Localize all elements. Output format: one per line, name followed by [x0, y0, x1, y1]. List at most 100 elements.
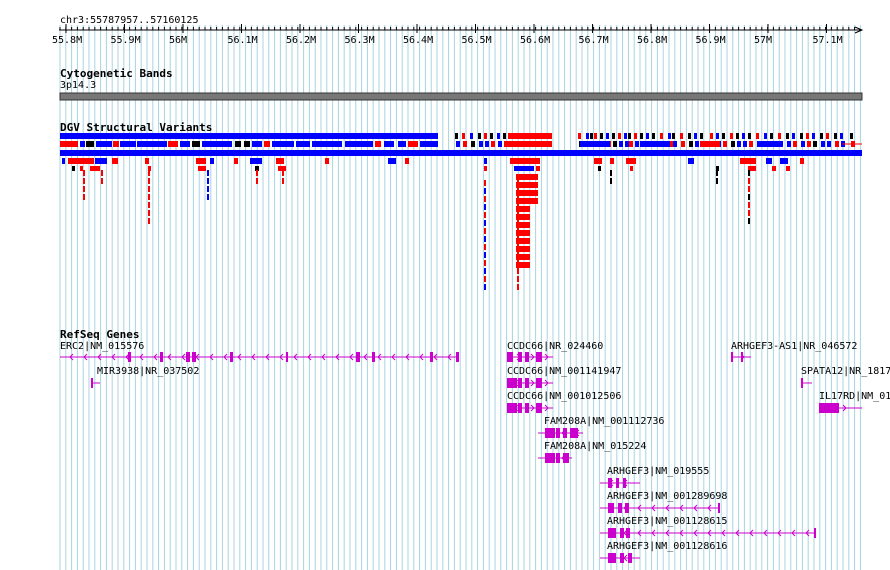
gene-label-ccdc66-1[interactable]: CCDC66|NR_024460	[507, 341, 604, 352]
gene-arhgef3-3-exon[interactable]	[608, 528, 616, 538]
dgv-variant[interactable]	[278, 166, 286, 171]
dgv-variant[interactable]	[748, 210, 750, 216]
dgv-variant[interactable]	[580, 141, 610, 147]
dgv-variant[interactable]	[700, 141, 720, 147]
dgv-variant[interactable]	[90, 166, 100, 171]
gene-mir3938-exon[interactable]	[91, 378, 93, 388]
gene-erc2-exon[interactable]	[430, 352, 433, 362]
dgv-variant[interactable]	[484, 268, 486, 274]
dgv-variant[interactable]	[101, 178, 103, 184]
gene-fam208a-1-exon[interactable]	[556, 428, 560, 438]
dgv-variant[interactable]	[612, 133, 615, 139]
dgv-variant[interactable]	[484, 220, 486, 226]
dgv-variant[interactable]	[827, 141, 831, 147]
dgv-variant[interactable]	[180, 141, 190, 147]
dgv-variant[interactable]	[148, 166, 151, 171]
dgv-variant[interactable]	[62, 158, 65, 164]
dgv-variant[interactable]	[625, 141, 629, 147]
gene-ccdc66-2-exon[interactable]	[536, 378, 542, 388]
dgv-variant[interactable]	[619, 141, 623, 147]
gene-erc2-exon[interactable]	[372, 352, 375, 362]
dgv-variant[interactable]	[420, 141, 438, 147]
dgv-variant[interactable]	[835, 141, 839, 147]
dgv-variant[interactable]	[840, 133, 843, 139]
dgv-variant[interactable]	[516, 174, 530, 180]
dgv-variant[interactable]	[635, 141, 639, 147]
dgv-variant[interactable]	[60, 150, 862, 156]
dgv-variant[interactable]	[600, 133, 603, 139]
gene-fam208a-1-exon[interactable]	[570, 428, 578, 438]
dgv-variant[interactable]	[786, 133, 789, 139]
dgv-variant[interactable]	[272, 141, 294, 147]
dgv-variant[interactable]	[780, 158, 788, 164]
dgv-variant[interactable]	[748, 178, 750, 184]
dgv-variant[interactable]	[198, 166, 206, 171]
dgv-variant[interactable]	[736, 133, 739, 139]
dgv-variant[interactable]	[740, 158, 756, 164]
gene-ccdc66-3-exon[interactable]	[525, 403, 529, 413]
dgv-variant[interactable]	[606, 133, 609, 139]
dgv-variant[interactable]	[516, 214, 530, 220]
dgv-variant[interactable]	[743, 141, 747, 147]
gene-fam208a-2-exon[interactable]	[545, 453, 555, 463]
gene-label-arhgef3-3[interactable]: ARHGEF3|NM_001128615	[607, 516, 728, 527]
dgv-variant[interactable]	[756, 133, 759, 139]
dgv-variant[interactable]	[471, 141, 475, 147]
dgv-variant[interactable]	[276, 158, 284, 164]
gene-ccdc66-3-exon[interactable]	[536, 403, 542, 413]
dgv-variant[interactable]	[590, 133, 593, 139]
dgv-variant[interactable]	[86, 141, 94, 147]
dgv-variant[interactable]	[80, 141, 85, 147]
dgv-variant[interactable]	[517, 268, 519, 274]
dgv-variant[interactable]	[484, 158, 487, 164]
dgv-variant[interactable]	[801, 141, 805, 147]
dgv-variant[interactable]	[688, 133, 691, 139]
dgv-variant[interactable]	[517, 284, 519, 290]
dgv-variant[interactable]	[145, 158, 149, 164]
dgv-variant[interactable]	[770, 133, 773, 139]
dgv-variant[interactable]	[806, 133, 809, 139]
dgv-variant[interactable]	[60, 141, 78, 147]
gene-arhgef3-2-exon[interactable]	[608, 503, 614, 513]
dgv-variant[interactable]	[484, 284, 486, 290]
dgv-variant[interactable]	[778, 133, 781, 139]
gene-arhgef3-as1-exon[interactable]	[731, 352, 733, 362]
gene-label-ccdc66-3[interactable]: CCDC66|NM_001012506	[507, 391, 622, 402]
dgv-variant[interactable]	[256, 170, 258, 176]
dgv-variant[interactable]	[510, 158, 540, 164]
gene-fam208a-1-exon[interactable]	[545, 428, 555, 438]
gene-label-erc2[interactable]: ERC2|NM_015576	[60, 341, 145, 352]
dgv-variant[interactable]	[470, 133, 473, 139]
dgv-variant[interactable]	[731, 141, 735, 147]
dgv-variant[interactable]	[504, 141, 508, 147]
dgv-variant[interactable]	[826, 133, 829, 139]
dgv-variant[interactable]	[748, 133, 751, 139]
dgv-variant[interactable]	[834, 133, 837, 139]
dgv-variant[interactable]	[516, 230, 530, 236]
dgv-variant[interactable]	[516, 206, 530, 212]
dgv-variant[interactable]	[60, 133, 438, 139]
dgv-variant[interactable]	[68, 158, 94, 164]
dgv-variant[interactable]	[95, 158, 107, 164]
dgv-variant[interactable]	[516, 238, 530, 244]
dgv-variant[interactable]	[672, 133, 675, 139]
dgv-variant[interactable]	[807, 141, 811, 147]
dgv-variant[interactable]	[484, 276, 486, 282]
gene-label-il17rd[interactable]: IL17RD|NM_01	[819, 391, 890, 402]
dgv-variant[interactable]	[485, 141, 489, 147]
dgv-variant[interactable]	[764, 133, 767, 139]
dgv-variant[interactable]	[207, 186, 209, 192]
gene-arhgef3-3-exon[interactable]	[814, 528, 816, 538]
dgv-variant[interactable]	[234, 158, 238, 164]
dgv-variant[interactable]	[530, 190, 538, 196]
dgv-variant[interactable]	[80, 166, 83, 171]
dgv-variant[interactable]	[516, 262, 530, 268]
dgv-variant[interactable]	[148, 186, 150, 192]
dgv-variant[interactable]	[618, 133, 621, 139]
gene-label-fam208a-2[interactable]: FAM208A|NM_015224	[544, 441, 647, 452]
gene-erc2-exon[interactable]	[356, 352, 360, 362]
dgv-variant[interactable]	[710, 133, 713, 139]
dgv-variant[interactable]	[594, 133, 597, 139]
dgv-variant[interactable]	[455, 133, 458, 139]
dgv-variant[interactable]	[748, 202, 750, 208]
